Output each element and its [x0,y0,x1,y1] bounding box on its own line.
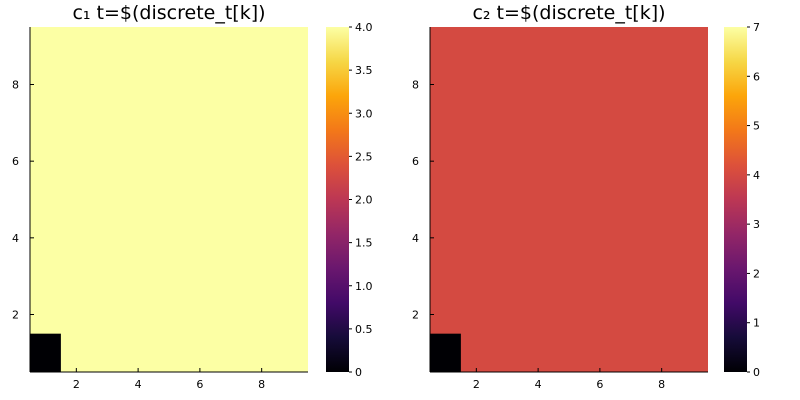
y-tick-label: 6 [412,155,419,168]
heatmap-cells-c1 [30,333,61,372]
colorbar-ticks-c2: 0 1 2 3 4 5 6 7 [747,21,760,379]
x-tick-label: 6 [596,378,603,391]
x-tick-label: 4 [535,378,542,391]
heatmap-panel-c1: c₁ t=$(discrete_t[k]) 2 4 6 8 2 4 6 8 0 0.5 1.0 1… [12,2,373,391]
colorbar-tick-label: 2.0 [355,194,373,207]
colorbar-tick-label: 2 [753,267,760,280]
colorbar-tick-label: 3 [753,218,760,231]
x-tick-label: 2 [473,378,480,391]
x-tick-label: 8 [658,378,665,391]
x-ticks-c2: 2 4 6 8 [473,368,665,391]
colorbar-c1: 0 0.5 1.0 1.5 2.0 2.5 3.0 3.5 4.0 [326,21,373,379]
colorbar-tick-label: 0 [355,366,362,379]
colorbar-gradient-c1 [326,27,349,372]
colorbar-tick-label: 6 [753,70,760,83]
chart-title-c1: c₁ t=$(discrete_t[k]) [72,2,265,24]
colorbar-tick-label: 4.0 [355,21,373,34]
y-tick-label: 2 [12,309,19,322]
heatmap-cell [30,333,61,372]
plot-area-c2: 2 4 6 8 2 4 6 8 [412,27,708,391]
colorbar-ticks-c1: 0 0.5 1.0 1.5 2.0 2.5 3.0 3.5 4.0 [349,21,373,379]
y-ticks-c1: 2 4 6 8 [12,79,34,322]
colorbar-tick-label: 4 [753,169,760,182]
colorbar-tick-label: 0 [753,366,760,379]
y-tick-label: 6 [12,155,19,168]
plot-area-c1: 2 4 6 8 2 4 6 8 [12,27,308,391]
colorbar-tick-label: 2.5 [355,150,373,163]
chart-title-c2: c₂ t=$(discrete_t[k]) [472,2,665,24]
y-tick-label: 8 [412,79,419,92]
colorbar-tick-label: 0.5 [355,323,373,336]
colorbar-gradient-c2 [724,27,747,372]
colorbar-tick-label: 3.0 [355,107,373,120]
heatmap-panel-c2: c₂ t=$(discrete_t[k]) 2 4 6 8 2 4 6 8 0 1 2 3 4 5 6 7 [412,2,760,391]
heatmap-cell [430,333,461,372]
colorbar-tick-label: 5 [753,120,760,133]
y-tick-label: 2 [412,309,419,322]
colorbar-tick-label: 1.5 [355,237,373,250]
heatmap-cells-c2 [430,333,461,372]
y-tick-label: 4 [412,232,419,245]
colorbar-c2: 0 1 2 3 4 5 6 7 [724,21,760,379]
x-tick-label: 2 [73,378,80,391]
colorbar-tick-label: 7 [753,21,760,34]
colorbar-tick-label: 3.5 [355,64,373,77]
y-tick-label: 8 [12,79,19,92]
heatmap-background-c2 [430,27,708,372]
y-ticks-c2: 2 4 6 8 [412,79,434,322]
x-ticks-c1: 2 4 6 8 [73,368,265,391]
x-tick-label: 6 [196,378,203,391]
x-tick-label: 4 [135,378,142,391]
colorbar-tick-label: 1.0 [355,280,373,293]
heatmap-background-c1 [30,27,308,372]
y-tick-label: 4 [12,232,19,245]
x-tick-label: 8 [258,378,265,391]
colorbar-tick-label: 1 [753,317,760,330]
